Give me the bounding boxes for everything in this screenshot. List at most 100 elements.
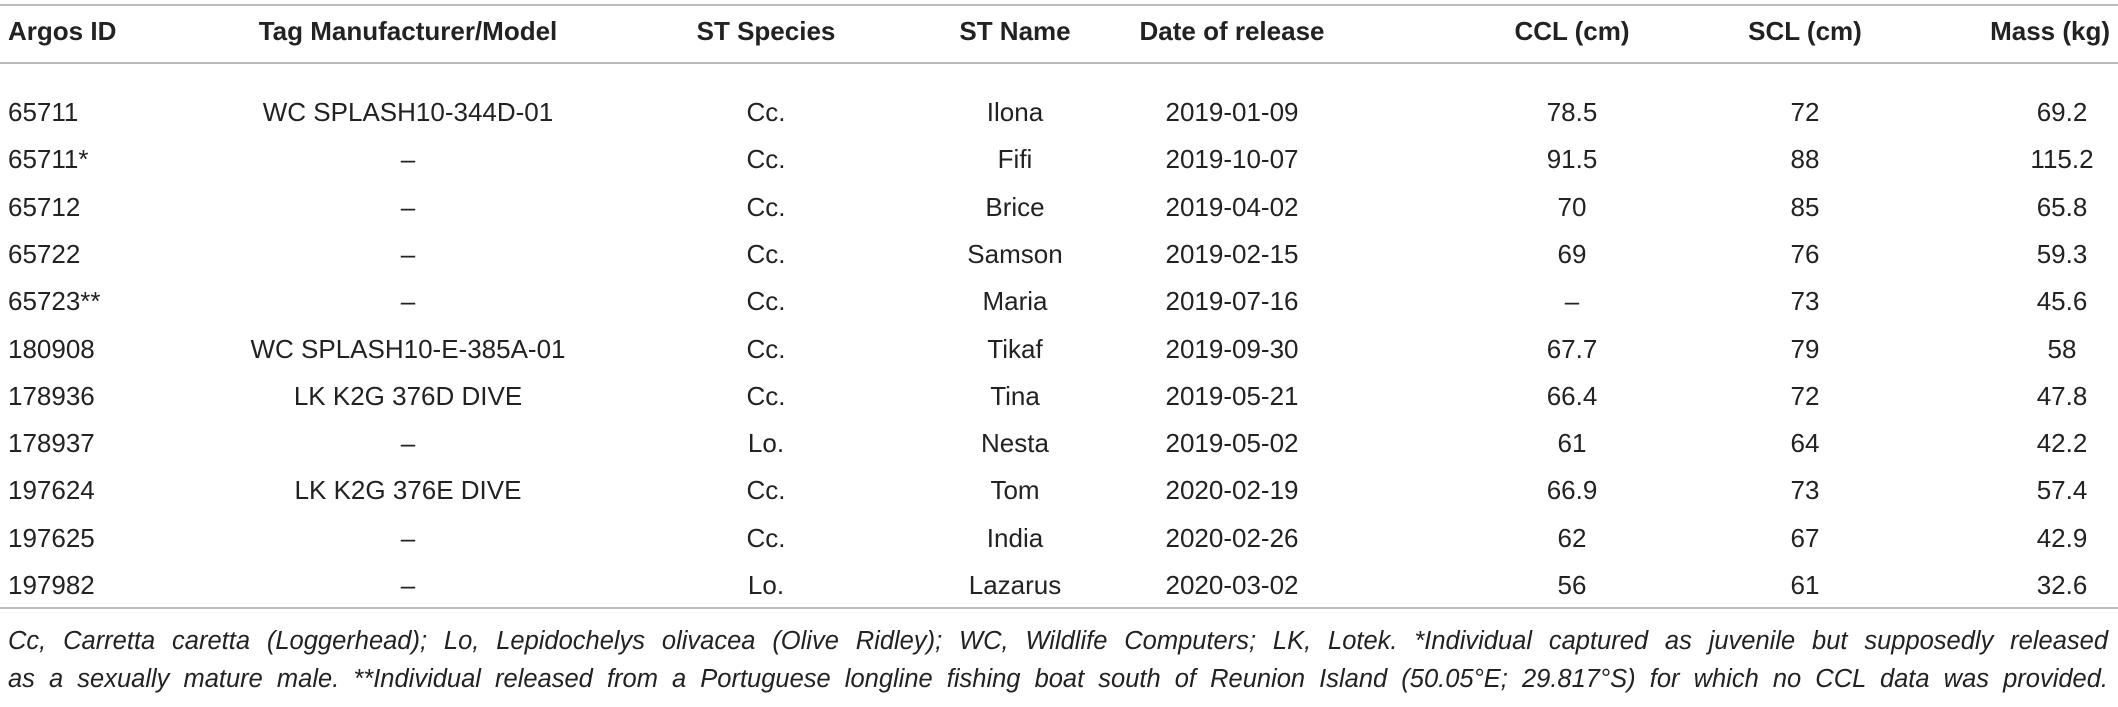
column-header: Mass (kg) (1990, 16, 2110, 46)
table-cell: – (400, 191, 416, 222)
table-cell: Tikaf (987, 333, 1043, 364)
table-cell: Cc. (746, 97, 786, 127)
table-cell: 62 (1557, 522, 1587, 553)
table-cell: 2019-04-02 (1165, 191, 1299, 222)
table-cell: 178936 (8, 380, 95, 411)
table-cell: 197624 (8, 475, 95, 506)
bottom-rule (0, 607, 2118, 609)
table-cell: 56 (1557, 570, 1587, 600)
table-cell: 85 (1790, 191, 1820, 222)
table-cell: 70 (1557, 191, 1587, 222)
table-cell: 2019-02-15 (1165, 238, 1299, 269)
table-cell: Tina (990, 380, 1040, 411)
column-header: Tag Manufacturer/Model (258, 16, 558, 46)
table-cell: – (400, 570, 416, 600)
table-cell: 2019-07-16 (1165, 286, 1299, 317)
table-cell: 65.8 (2036, 191, 2088, 222)
table-cell: Lo. (747, 428, 785, 459)
table-cell: WC SPLASH10-E-385A-01 (250, 333, 566, 364)
table-cell: – (400, 522, 416, 553)
table-cell: 69.2 (2036, 97, 2088, 127)
table-cell: Cc. (746, 333, 786, 364)
table-cell: Cc. (746, 522, 786, 553)
table-cell: 58 (2047, 333, 2077, 364)
column-header: CCL (cm) (1514, 16, 1630, 46)
table-cell: Samson (967, 238, 1063, 269)
table-cell: 59.3 (2036, 238, 2088, 269)
table-cell: 45.6 (2036, 286, 2088, 317)
table-cell: 64 (1790, 428, 1820, 459)
footnote-line: Cc, Carretta caretta (Loggerhead); Lo, L… (8, 627, 2108, 655)
table-cell: 66.9 (1546, 475, 1598, 506)
table-cell: Cc. (746, 144, 786, 175)
table-cell: Brice (985, 191, 1045, 222)
table-cell: 65711* (8, 144, 89, 175)
table-cell: 65712 (8, 191, 81, 222)
table-cell: 2020-02-19 (1165, 475, 1299, 506)
table-cell: 115.2 (2030, 144, 2094, 175)
table-cell: 72 (1790, 380, 1820, 411)
table-cell: Cc. (746, 475, 786, 506)
table-cell: 2019-09-30 (1165, 333, 1299, 364)
column-header: Date of release (1139, 16, 1325, 46)
table-cell: Lo. (747, 570, 785, 600)
table-cell: Cc. (746, 238, 786, 269)
table-cell: 47.8 (2036, 380, 2088, 411)
table-cell: Cc. (746, 380, 786, 411)
table-cell: Cc. (746, 191, 786, 222)
table-cell: 197982 (8, 570, 95, 600)
table-cell: – (1564, 286, 1580, 317)
table-cell: Lazarus (968, 570, 1062, 600)
table-cell: 57.4 (2036, 475, 2088, 506)
table-cell: 2020-02-26 (1165, 522, 1299, 553)
table-cell: – (400, 144, 416, 175)
table-cell: 69 (1557, 238, 1587, 269)
table-cell: 73 (1790, 286, 1820, 317)
table-cell: 180908 (8, 333, 95, 364)
table-cell: India (986, 522, 1044, 553)
column-header: ST Name (959, 16, 1071, 46)
table-cell: 67 (1790, 522, 1820, 553)
table-cell: 2019-05-02 (1165, 428, 1299, 459)
table-cell: Cc. (746, 286, 786, 317)
table-cell: WC SPLASH10-344D-01 (262, 97, 554, 127)
table-cell: 88 (1790, 144, 1820, 175)
table-cell: 61 (1790, 570, 1820, 600)
column-header: Argos ID (8, 16, 117, 46)
footnote-line: as a sexually mature male. **Individual … (8, 665, 2108, 693)
table-cell: Tom (990, 475, 1040, 506)
table-cell: 197625 (8, 522, 95, 553)
table-cell: 2019-05-21 (1165, 380, 1299, 411)
table-cell: Fifi (997, 144, 1033, 175)
table-cell: 65711 (8, 97, 79, 127)
table-cell: 66.4 (1546, 380, 1598, 411)
column-header: ST Species (696, 16, 836, 46)
header-rule (0, 62, 2118, 64)
table-cell: – (400, 238, 416, 269)
table-cell: 65722 (8, 238, 81, 269)
table-cell: 73 (1790, 475, 1820, 506)
top-rule (0, 4, 2118, 6)
table-cell: 61 (1557, 428, 1587, 459)
table-cell: Maria (982, 286, 1048, 317)
table-cell: 91.5 (1546, 144, 1598, 175)
table-cell: LK K2G 376D DIVE (293, 380, 523, 411)
table-cell: – (400, 428, 416, 459)
table-cell: 42.9 (2036, 522, 2088, 553)
table-cell: Nesta (981, 428, 1049, 459)
table-cell: 32.6 (2036, 570, 2088, 600)
table-cell: 78.5 (1546, 97, 1598, 127)
table-cell: 79 (1790, 333, 1820, 364)
table-cell: 67.7 (1546, 333, 1598, 364)
table-cell: LK K2G 376E DIVE (294, 475, 522, 506)
table-cell: – (400, 286, 416, 317)
table-cell: 178937 (8, 428, 95, 459)
table-cell: 2019-01-09 (1165, 97, 1299, 127)
table-cell: 2020-03-02 (1165, 570, 1299, 600)
table-cell: Ilona (986, 97, 1044, 127)
column-header: SCL (cm) (1748, 16, 1862, 46)
table-cell: 65723** (8, 286, 101, 317)
table-cell: 72 (1790, 97, 1820, 127)
table-cell: 76 (1790, 238, 1820, 269)
